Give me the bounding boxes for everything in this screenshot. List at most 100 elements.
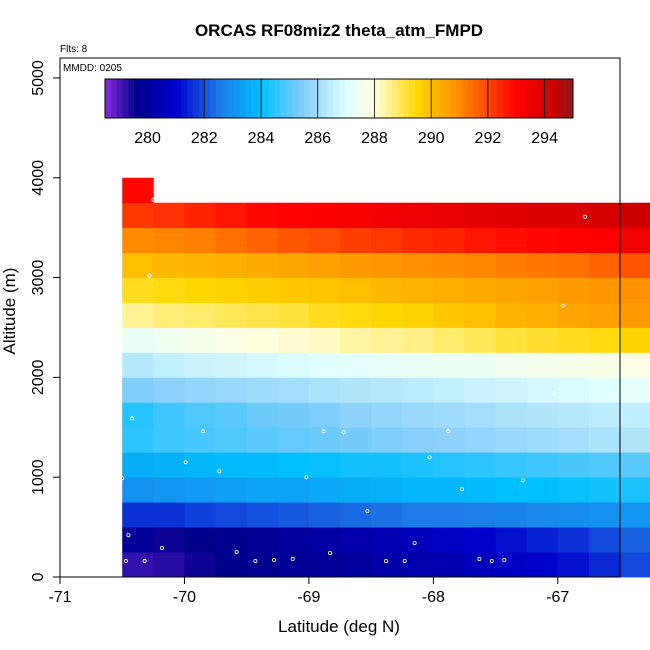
y-tick-label: 2000 <box>30 359 47 395</box>
heatmap-cell <box>246 552 279 578</box>
observation-point <box>321 429 326 434</box>
heatmap-cell <box>557 352 590 378</box>
heatmap-cell <box>620 452 650 478</box>
colorbar-swatch <box>356 79 363 118</box>
heatmap-cell <box>340 277 372 303</box>
colorbar-swatch <box>315 79 322 118</box>
heatmap-cell <box>215 452 248 478</box>
heatmap-cell <box>277 502 310 528</box>
heatmap-cell <box>402 477 434 503</box>
heatmap-cell <box>371 302 403 328</box>
heatmap-cells <box>122 177 650 578</box>
heatmap-cell <box>122 402 154 428</box>
colorbar-swatch <box>286 79 293 118</box>
heatmap-cell <box>464 527 496 553</box>
heatmap-cell <box>246 202 279 229</box>
heatmap-cell <box>620 527 650 553</box>
heatmap-cell <box>557 377 590 403</box>
heatmap-cell <box>340 377 372 403</box>
colorbar-tick-label: 282 <box>191 130 218 147</box>
heatmap-cell <box>308 352 341 378</box>
heatmap-cell <box>433 327 465 353</box>
observation-point <box>560 303 565 308</box>
heatmap-cell <box>246 502 279 528</box>
heatmap-cell <box>340 527 372 553</box>
heatmap-cell <box>246 327 279 353</box>
heatmap-cell <box>308 302 341 328</box>
heatmap-cell <box>495 402 528 428</box>
heatmap-cell <box>588 502 621 528</box>
heatmap-cell <box>620 277 650 303</box>
heatmap-cell <box>557 227 590 254</box>
colorbar-tick-label: 288 <box>361 130 388 147</box>
colorbar-swatch <box>432 79 439 118</box>
observation-point <box>328 551 333 556</box>
colorbar: 280 282 284 286 288 290 292 294 <box>104 78 574 147</box>
heatmap-cell <box>557 552 590 578</box>
heatmap-cell <box>153 502 185 528</box>
heatmap-cell <box>402 427 434 453</box>
heatmap-cell <box>184 227 216 254</box>
heatmap-cell <box>308 202 341 229</box>
heatmap-cell <box>620 227 650 254</box>
heatmap-cell <box>277 227 310 254</box>
colorbar-swatch <box>532 79 539 118</box>
colorbar-swatch <box>192 79 200 118</box>
heatmap-cell <box>371 452 403 478</box>
heatmap-cell <box>184 352 216 378</box>
colorbar-swatch <box>467 79 475 118</box>
heatmap-cell <box>184 277 216 303</box>
observation-point <box>290 557 295 562</box>
heatmap-cell <box>122 477 154 503</box>
heatmap-cell <box>464 227 496 254</box>
heatmap-cell <box>526 477 559 503</box>
heatmap-cell <box>433 252 465 278</box>
heatmap-cell <box>464 502 496 528</box>
colorbar-swatch <box>479 79 486 118</box>
chart-title: ORCAS RF08miz2 theta_atm_FMPD <box>195 21 483 40</box>
observation-point <box>477 557 482 562</box>
heatmap-cell <box>433 377 465 403</box>
heatmap-cell <box>433 302 465 328</box>
observation-point <box>384 559 389 564</box>
heatmap-cell <box>620 327 650 353</box>
colorbar-swatch <box>374 79 381 118</box>
heatmap-cell <box>433 502 465 528</box>
observation-point <box>151 197 156 202</box>
heatmap-cell <box>557 327 590 353</box>
heatmap-cell <box>464 252 496 278</box>
colorbar-swatch <box>251 79 258 118</box>
heatmap-cell <box>277 427 310 453</box>
heatmap-cell <box>153 552 185 578</box>
heatmap-cell <box>526 427 559 453</box>
heatmap-cell <box>371 252 403 278</box>
heatmap-cell <box>495 252 528 278</box>
y-tick-label: 0 <box>30 572 47 581</box>
heatmap-cell <box>588 402 621 428</box>
observation-point <box>552 391 557 396</box>
heatmap-cell <box>215 402 248 428</box>
heatmap-cell <box>184 202 216 229</box>
colorbar-swatch <box>186 79 194 118</box>
colorbar-swatch <box>140 79 147 118</box>
heatmap-cell <box>495 302 528 328</box>
heatmap-cell <box>464 352 496 378</box>
heatmap-cell <box>402 377 434 403</box>
heatmap-cell <box>557 452 590 478</box>
heatmap-cell <box>246 477 279 503</box>
heatmap-cell <box>588 552 621 578</box>
heatmap-cell <box>620 202 650 229</box>
heatmap-cell <box>308 377 341 403</box>
observation-point <box>427 455 432 460</box>
heatmap-cell <box>184 552 216 578</box>
heatmap-cell <box>246 302 279 328</box>
colorbar-swatch <box>262 79 270 118</box>
heatmap-cell <box>153 452 185 478</box>
heatmap-cell <box>308 402 341 428</box>
heatmap-cell <box>402 327 434 353</box>
colorbar-swatch <box>485 79 492 118</box>
heatmap-cell <box>277 552 310 578</box>
heatmap-cell <box>371 352 403 378</box>
heatmap-cell <box>277 377 310 403</box>
colorbar-swatch <box>549 79 556 118</box>
